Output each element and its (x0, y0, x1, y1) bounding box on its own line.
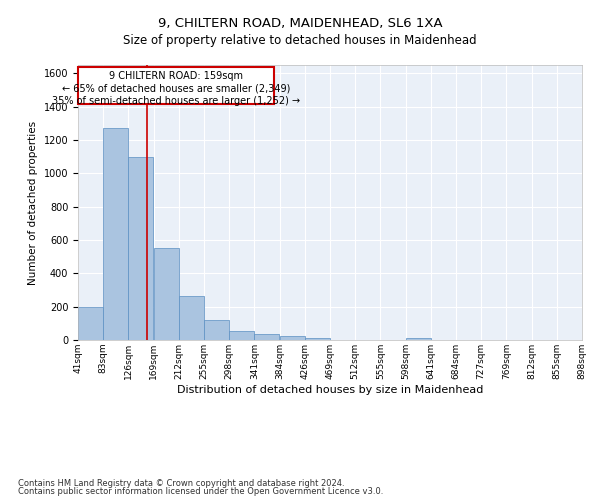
Text: 35% of semi-detached houses are larger (1,252) →: 35% of semi-detached houses are larger (… (52, 96, 300, 106)
Text: Contains public sector information licensed under the Open Government Licence v3: Contains public sector information licen… (18, 487, 383, 496)
X-axis label: Distribution of detached houses by size in Maidenhead: Distribution of detached houses by size … (177, 384, 483, 394)
Y-axis label: Number of detached properties: Number of detached properties (28, 120, 38, 284)
Bar (78, 306, 103, 340)
Text: Contains HM Land Registry data © Crown copyright and database right 2024.: Contains HM Land Registry data © Crown c… (18, 478, 344, 488)
Text: 9 CHILTERN ROAD: 159sqm: 9 CHILTERN ROAD: 159sqm (109, 70, 243, 81)
Bar (280, 336, 305, 340)
Text: 9, CHILTERN ROAD, MAIDENHEAD, SL6 1XA: 9, CHILTERN ROAD, MAIDENHEAD, SL6 1XA (158, 18, 442, 30)
Text: ← 65% of detached houses are smaller (2,349): ← 65% of detached houses are smaller (2,… (62, 83, 290, 93)
Bar (406, 338, 431, 340)
Bar (204, 320, 229, 340)
Bar (305, 338, 330, 340)
Text: Size of property relative to detached houses in Maidenhead: Size of property relative to detached ho… (123, 34, 477, 47)
Bar (179, 296, 204, 340)
Bar (154, 248, 179, 340)
Bar (103, 128, 128, 340)
Bar (229, 331, 254, 340)
Bar (128, 156, 154, 340)
Bar (254, 334, 280, 340)
